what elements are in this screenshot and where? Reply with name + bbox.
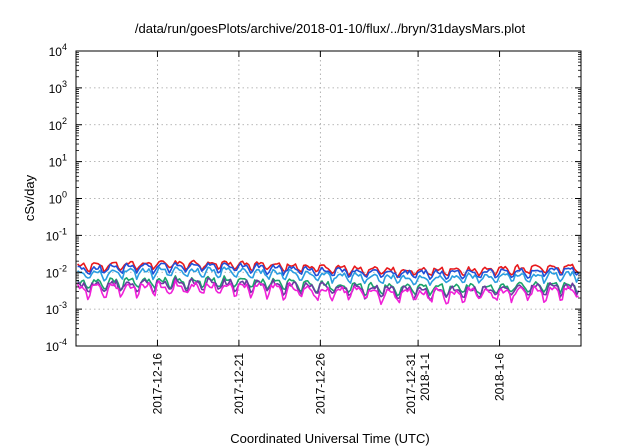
- x-tick-label: 2017-12-31: [404, 353, 418, 415]
- x-axis: 2017-12-16 2017-12-21 2017-12-26 2017-12-31…: [151, 51, 507, 414]
- x-tick-label: 2017-12-16: [151, 353, 165, 415]
- grid: [76, 51, 581, 346]
- y-tick-label: 103: [49, 79, 67, 96]
- y-axis-label: cSv/day: [22, 174, 37, 221]
- y-tick-label: 102: [49, 116, 67, 133]
- series-line: [76, 279, 579, 306]
- y-tick-label: 10-1: [46, 226, 67, 243]
- y-tick-label: 10-4: [46, 337, 67, 354]
- x-tick-label: 2018-1-1: [418, 353, 432, 401]
- series-line: [77, 259, 580, 279]
- y-tick-label: 10-2: [46, 263, 67, 280]
- x-tick-label: 2017-12-26: [313, 353, 327, 415]
- chart-title: /data/run/goesPlots/archive/2018-01-10/f…: [135, 21, 526, 36]
- x-tick-label: 2017-12-21: [232, 353, 246, 415]
- y-tick-label: 10-3: [46, 300, 67, 317]
- x-tick-label: 2018-1-6: [493, 353, 507, 401]
- y-tick-label: 101: [49, 153, 67, 170]
- y-axis: 104 103 102 101 100 10-1 10-2 10-3 10-4: [46, 42, 581, 354]
- series-line: [77, 266, 580, 287]
- series-line: [76, 275, 579, 298]
- y-tick-label: 104: [49, 42, 67, 59]
- y-tick-label: 100: [49, 190, 67, 207]
- x-axis-label: Coordinated Universal Time (UTC): [230, 431, 429, 446]
- series-layer: [76, 259, 580, 306]
- series-line: [77, 262, 580, 281]
